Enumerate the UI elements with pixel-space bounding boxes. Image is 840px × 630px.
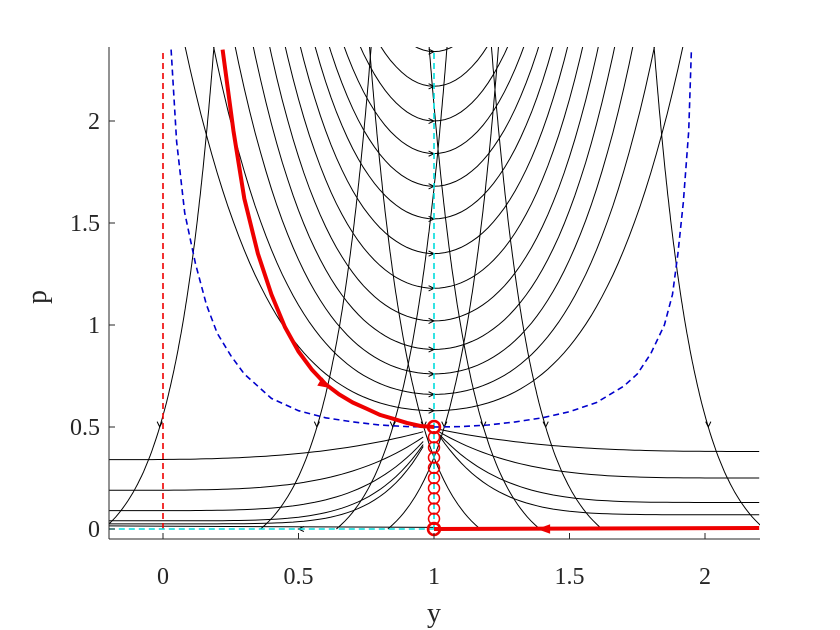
y-tick-label: 1.5: [70, 211, 100, 237]
streamline: [369, 47, 481, 530]
x-tick-label: 1: [428, 564, 440, 590]
y-tick-label: 2: [88, 109, 100, 135]
streamline-arrow: [389, 421, 396, 429]
x-tick-label: 0.5: [284, 564, 314, 590]
streamline: [415, 47, 453, 53]
x-axis-label: y: [427, 598, 441, 629]
equilibrium-marker: [426, 419, 442, 435]
y-tick-label: 0: [88, 517, 100, 543]
streamline: [438, 435, 760, 516]
optimal-path-marker: [427, 502, 441, 515]
optimal-path-arrow: [536, 524, 551, 534]
optimal-path-marker: [427, 512, 441, 526]
streamline: [109, 444, 424, 522]
streamline-arrow: [428, 346, 436, 353]
x-tick-label: 2: [699, 564, 711, 590]
streamline: [109, 446, 424, 525]
streamline-arrow: [705, 421, 712, 429]
y-tick-label: 1: [88, 313, 100, 339]
streamline: [428, 47, 541, 530]
streamline-arrow: [428, 317, 436, 324]
streamline-arrow: [428, 48, 436, 55]
nullclines: [109, 49, 693, 530]
streamline-arrow: [428, 117, 436, 125]
x-tick-label: 1.5: [555, 564, 585, 590]
x-tick-label: 0: [157, 564, 169, 590]
y-ticks: 0 0.5 1 1.5 2: [70, 109, 115, 543]
optimal-path-arrow: [317, 377, 332, 389]
y-tick-label: 0.5: [70, 415, 100, 441]
streamline: [387, 47, 499, 530]
streamline: [439, 428, 760, 452]
y-axis-label: p: [22, 290, 53, 304]
optimal-path-marker: [427, 430, 441, 444]
x-ticks: 0 0.5 1 1.5 2: [157, 533, 711, 590]
optimal-path-marker: [427, 471, 441, 485]
nullcline-line: [170, 49, 435, 428]
streamline: [490, 47, 603, 530]
optimal-path-marker: [427, 441, 441, 454]
streamline: [260, 47, 372, 530]
streamline: [109, 431, 424, 461]
optimal-path-marker: [427, 492, 441, 505]
streamline: [336, 47, 448, 530]
streamline-arrow: [428, 407, 436, 414]
streamline-arrow: [297, 525, 305, 533]
optimal-path: [220, 49, 760, 537]
optimal-path-marker: [427, 461, 441, 475]
streamline-arrow: [313, 421, 320, 429]
streamline: [109, 436, 424, 491]
optimal-path-line: [433, 526, 760, 531]
optimal-path-marker: [427, 451, 441, 464]
optimal-path-marker: [427, 481, 441, 495]
streamline-arrow: [156, 421, 163, 429]
streamline-arrow: [542, 421, 549, 429]
streamline: [109, 47, 215, 525]
streamline: [439, 434, 760, 503]
streamline: [653, 47, 760, 526]
streamline-arrow: [480, 421, 487, 429]
